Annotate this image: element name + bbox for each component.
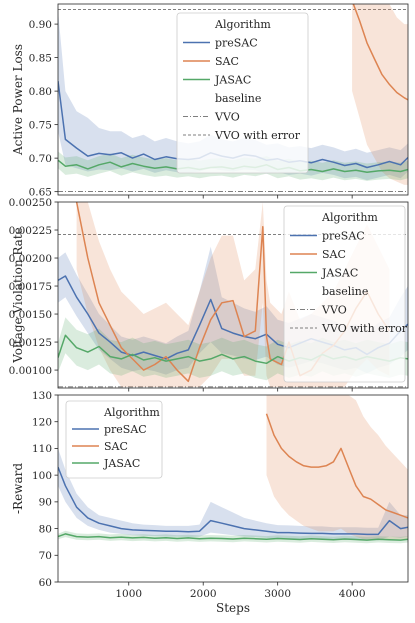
axes-frame [57,201,409,389]
y-tick-label: 0.00250 [9,197,52,209]
legend-label-presac: preSAC [215,37,258,50]
band-jasac [58,530,408,544]
legend-label-baseline: VVO [214,111,240,124]
y-tick-label: 0.65 [29,186,52,198]
y-tick-label: 0.00100 [9,365,52,377]
panel-1: 0.65 0.70 0.75 0.80 0.85 0.90 Active Power Los… [11,3,409,199]
series-line-sac [352,4,408,101]
legend-box [283,205,406,383]
legend: Algorithm preSAC SAC JASAC [65,400,163,479]
y-tick-label: 90 [39,497,52,509]
y-tick-label: 0.00200 [9,253,52,265]
y-tick-label: 0.00125 [9,337,52,349]
y-axis-label: Active Power Loss [11,44,25,156]
panel-2: 0.00100 0.00125 0.00150 0.00175 0.00200 0.002… [9,197,409,392]
legend-label-baseline: VVO with error [321,322,408,335]
x-axis-label: Steps [216,601,250,615]
y-tick-label: 0.00150 [9,309,52,321]
legend-subtitle: baseline [215,92,261,105]
y-tick-label: 130 [32,390,52,402]
legend-title: Algorithm [103,406,160,419]
y-tick-label: 80 [39,523,52,535]
legend-title: Algorithm [214,18,271,31]
y-tick-label: 110 [32,443,52,455]
y-tick-label: 0.90 [29,19,52,31]
legend-label-sac: SAC [322,248,346,261]
legend-label-sac: SAC [104,440,128,453]
y-tick-label: 120 [32,417,52,429]
x-tick-label: 3000 [264,588,291,600]
y-axis-label: Voltage Violation Rate [11,227,25,364]
legend-box [65,400,163,479]
band-sac [266,395,408,540]
legend-label-jasac: JASAC [103,457,140,470]
series-line-jasac [58,533,408,541]
axes-frame [57,394,409,583]
legend-label-sac: SAC [215,55,239,68]
legend-title: Algorithm [321,211,378,224]
band-sac [352,4,408,185]
y-tick-label: 70 [39,550,52,562]
x-tick-label: 4000 [339,588,366,600]
y-tick-label: 0.70 [29,153,52,165]
plot-area [58,395,408,544]
legend-label-jasac: JASAC [214,74,251,87]
legend-label-baseline: VVO [321,304,347,317]
series-line-sac [265,413,408,519]
x-tick-label: 2000 [190,588,217,600]
panel-3: 60 70 80 90 100 110 120 130 1000 2000 3000 4000 -Rew… [11,390,409,600]
series-line-presac [58,466,408,536]
legend-box [176,12,309,174]
y-tick-label: 100 [32,470,52,482]
legend-subtitle: baseline [322,285,368,298]
legend-label-baseline: VVO with error [214,129,301,142]
y-axis-label: -Reward [11,463,25,514]
y-tick-label: 0.75 [29,119,52,131]
legend: Algorithm preSAC SAC JASAC baseline VVO VVO wi… [176,12,309,174]
axes-frame [57,3,409,196]
legend-label-jasac: JASAC [321,267,358,280]
y-tick-label: 0.85 [29,52,52,64]
legend: Algorithm preSAC SAC JASAC baseline VVO VVO wi… [283,205,408,383]
y-tick-label: 60 [39,577,52,589]
y-tick-label: 0.80 [29,86,52,98]
x-tick-label: 1000 [115,588,142,600]
band-presac [58,10,408,181]
legend-label-presac: preSAC [322,230,365,243]
y-tick-label: 0.00175 [9,281,52,293]
y-tick-label: 0.00225 [9,225,52,237]
legend-label-presac: preSAC [104,423,147,436]
band-presac [58,448,408,541]
